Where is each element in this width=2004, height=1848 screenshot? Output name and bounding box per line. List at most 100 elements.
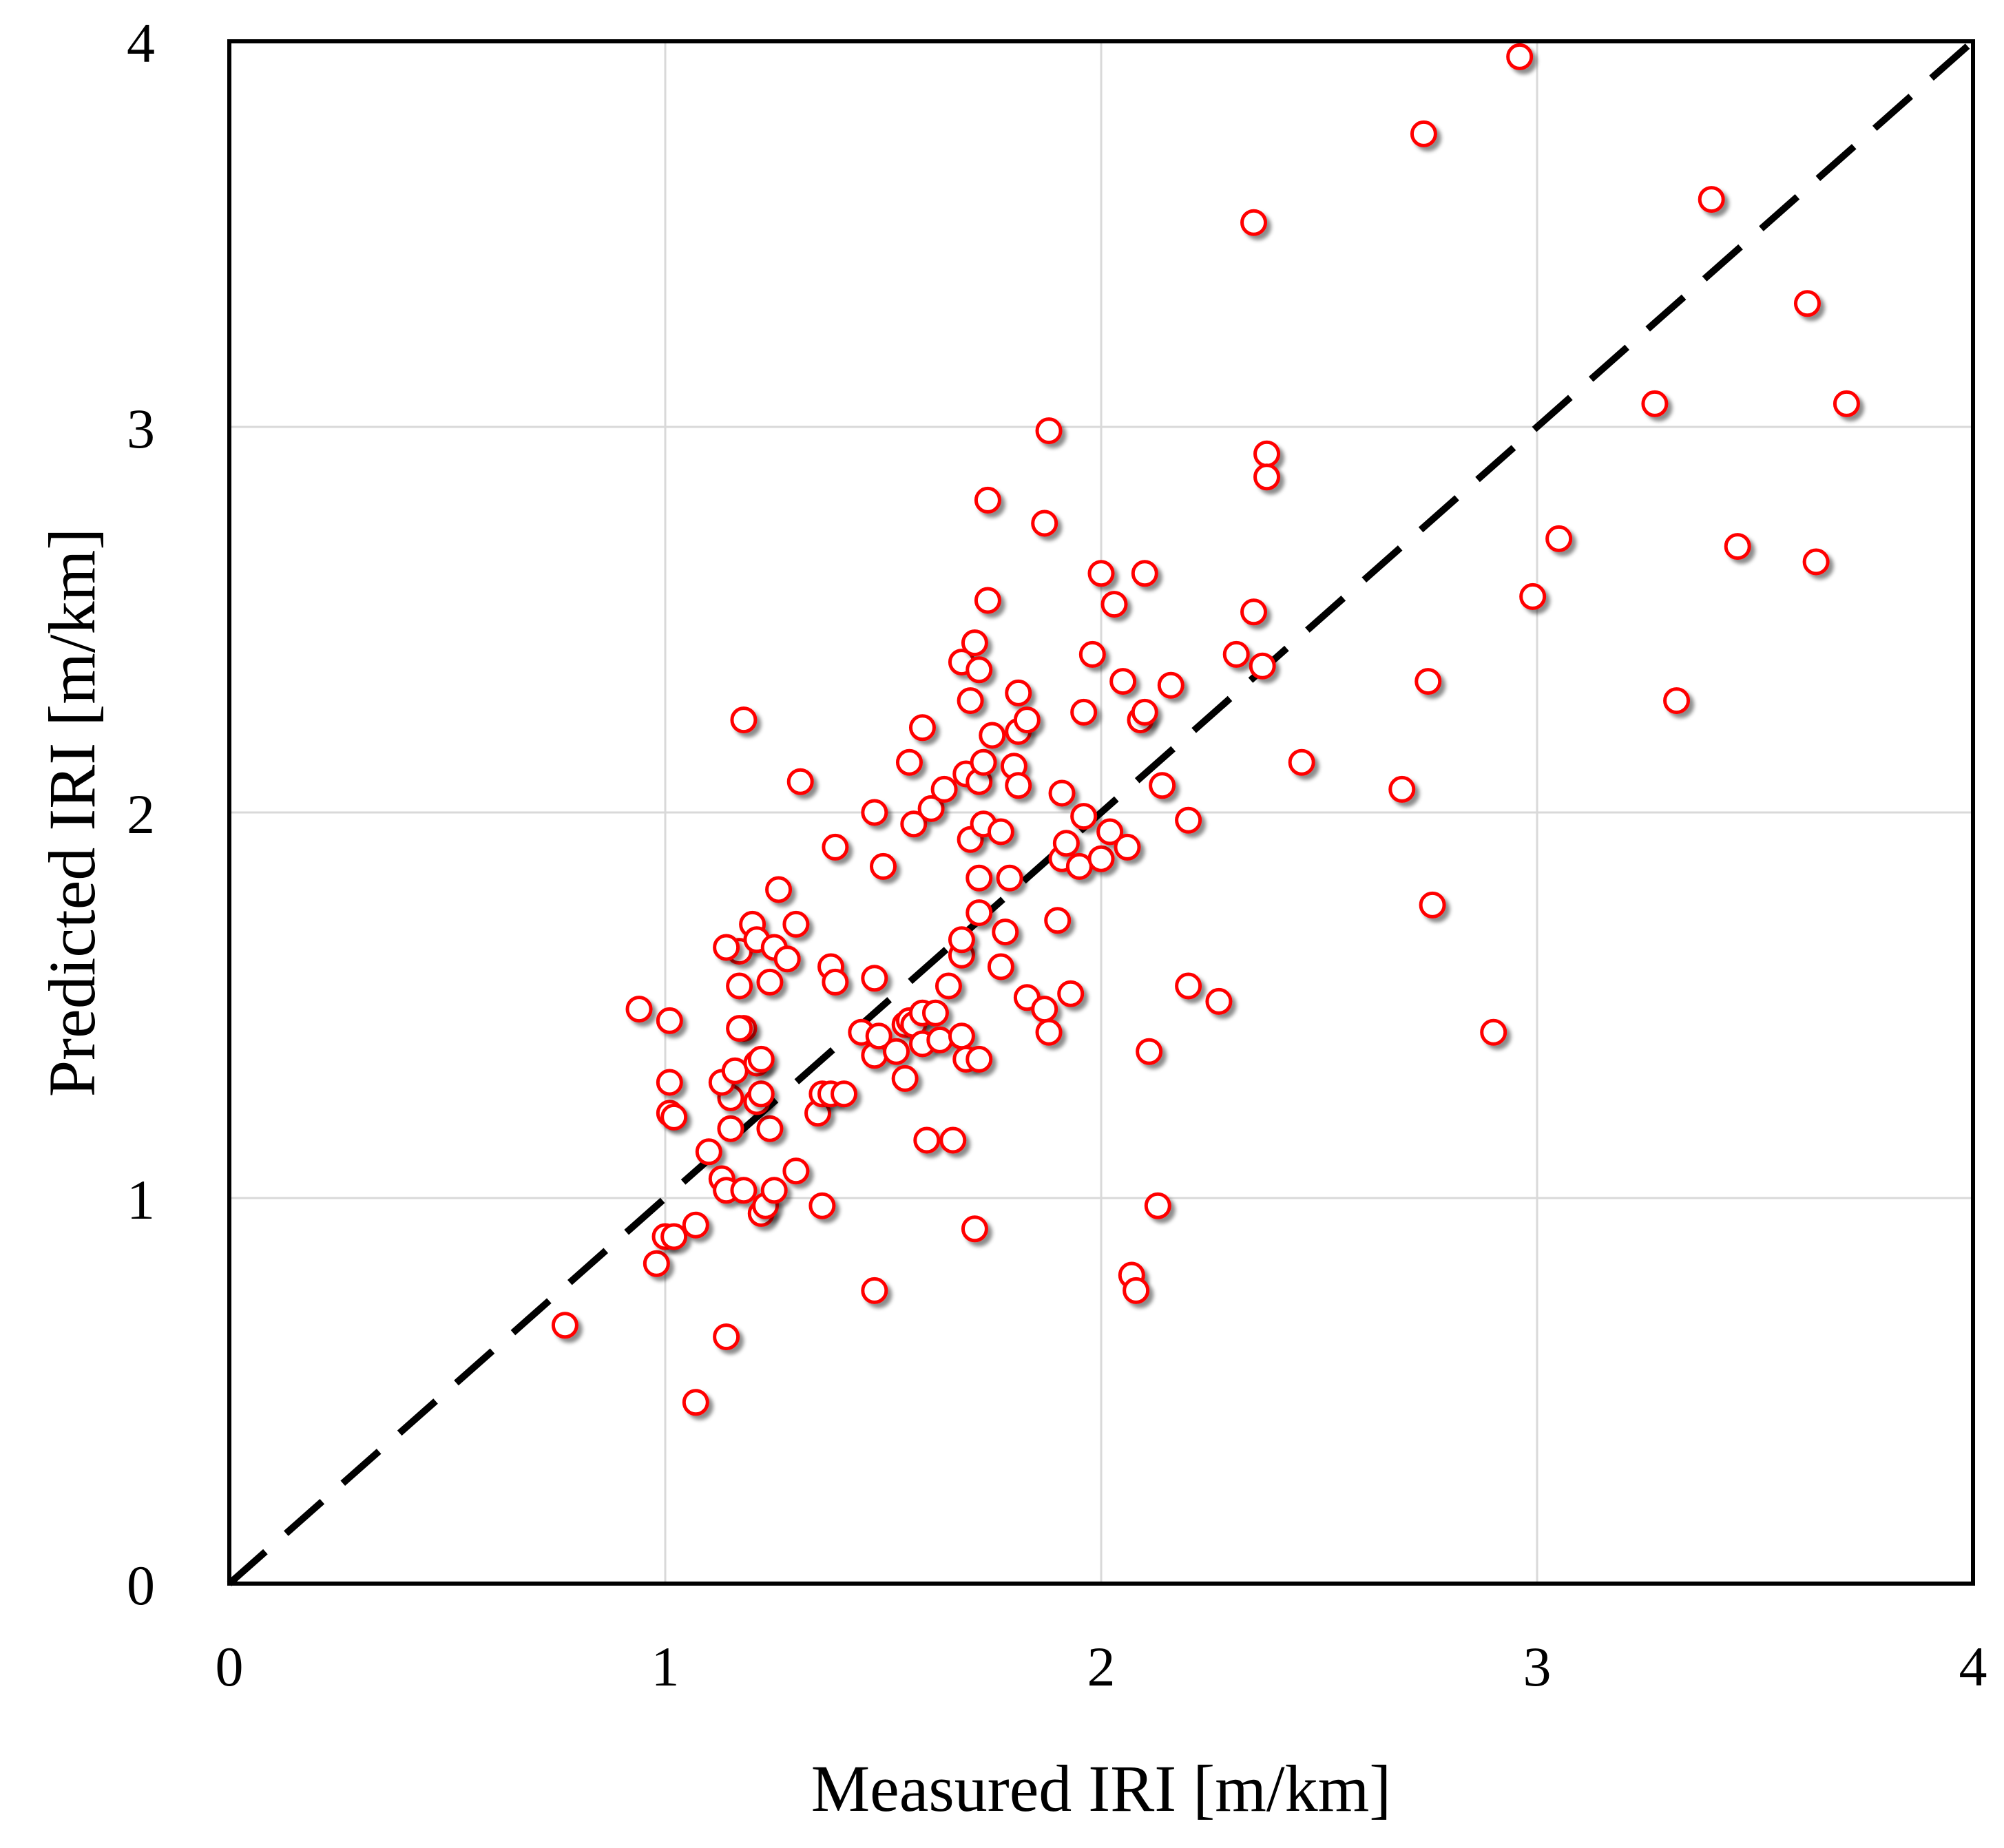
scatter-point	[1005, 679, 1032, 706]
scatter-point	[1415, 668, 1442, 695]
scatter-point	[1388, 775, 1416, 803]
scatter-point	[1249, 652, 1276, 680]
scatter-point	[1288, 748, 1315, 776]
scatter-point	[1131, 560, 1158, 587]
scatter-point	[726, 1015, 753, 1042]
scatter-point	[1519, 582, 1547, 610]
scatter-point	[695, 1138, 722, 1166]
scatter-point	[730, 1177, 758, 1204]
y-tick-label: 4	[127, 12, 155, 74]
scatter-point	[1048, 779, 1076, 807]
y-tick-label: 1	[127, 1168, 155, 1231]
scatter-point	[1144, 1192, 1171, 1219]
scatter-point	[1793, 290, 1821, 317]
scatter-point	[926, 1026, 954, 1053]
data-points	[551, 43, 1860, 1416]
scatter-point	[1175, 972, 1202, 1000]
scatter-point	[1253, 440, 1281, 468]
scatter-point	[996, 864, 1023, 892]
y-axis-title: Predicted IRI [m/km]	[35, 528, 109, 1097]
scatter-point	[782, 910, 810, 938]
plot-area-border	[227, 39, 1975, 1586]
scatter-point	[1031, 510, 1058, 537]
scatter-point	[966, 899, 993, 927]
scatter-point	[1109, 668, 1137, 695]
scatter-point	[961, 1215, 988, 1243]
scatter-point	[1114, 833, 1141, 861]
scatter-point	[1175, 806, 1202, 834]
scatter-point	[861, 965, 888, 992]
scatter-point	[1506, 43, 1534, 70]
scatter-point	[1240, 209, 1268, 236]
scatter-point	[1253, 463, 1281, 491]
scatter-point	[987, 953, 1014, 980]
scatter-point	[786, 768, 814, 795]
scatter-point	[992, 918, 1019, 946]
scatter-point	[957, 687, 984, 715]
scatter-point	[756, 1115, 784, 1142]
scatter-point	[656, 1007, 683, 1034]
x-tick-label: 2	[1087, 1635, 1116, 1698]
scatter-point	[1222, 640, 1250, 668]
scatter-point	[822, 833, 849, 861]
scatter-point	[882, 1038, 910, 1065]
scatter-point	[1078, 640, 1106, 668]
scatter-point	[1833, 390, 1860, 417]
scatter-point	[1157, 671, 1184, 699]
scatter-point	[921, 999, 949, 1027]
scatter-point	[930, 775, 958, 803]
scatter-point	[1641, 390, 1669, 417]
scatter-point	[643, 1250, 670, 1277]
scatter-point	[747, 1080, 775, 1108]
x-tick-label: 4	[1959, 1635, 1987, 1698]
scatter-point	[966, 864, 993, 892]
scatter-point	[966, 1045, 993, 1073]
scatter-point	[974, 587, 1001, 614]
scatter-point	[939, 1126, 967, 1154]
scatter-point	[682, 1211, 709, 1239]
scatter-point	[1035, 417, 1063, 445]
scatter-point	[891, 1064, 919, 1092]
scatter-point	[1057, 980, 1085, 1007]
scatter-point	[1663, 687, 1691, 715]
scatter-point	[1205, 987, 1233, 1015]
scatter-point	[1410, 120, 1437, 147]
scatter-point	[1131, 698, 1158, 726]
scatter-point	[865, 1022, 893, 1050]
scatter-point	[730, 706, 758, 734]
scatter-point	[760, 1177, 788, 1204]
scatter-point	[895, 748, 923, 776]
scatter-point	[1031, 996, 1058, 1023]
scatter-point	[660, 1223, 688, 1250]
scatter-point	[713, 934, 740, 961]
scatter-point	[913, 1126, 941, 1154]
scatter-point	[974, 486, 1001, 514]
scatter-point	[1070, 698, 1098, 726]
scatter-point	[1240, 598, 1268, 626]
scatter-point	[1545, 525, 1573, 552]
x-tick-label: 0	[216, 1635, 244, 1698]
scatter-point	[987, 818, 1014, 846]
x-axis-ticks: 0 1 2 3 4	[216, 1635, 1987, 1698]
scatter-point	[1698, 186, 1725, 213]
scatter-point	[625, 996, 653, 1023]
scatter-point	[782, 1157, 810, 1185]
scatter-point	[861, 1277, 888, 1304]
scatter-point	[861, 799, 888, 826]
scatter-point	[1087, 560, 1115, 587]
scatter-point	[870, 852, 897, 880]
scatter-point	[948, 1022, 975, 1050]
scatter-point	[966, 656, 993, 684]
scatter-point	[1013, 706, 1041, 734]
scatter-point	[1070, 803, 1098, 830]
scatter-point	[1100, 591, 1128, 618]
y-tick-label: 3	[127, 397, 155, 460]
reference-line	[227, 39, 1976, 1586]
scatter-point	[656, 1069, 683, 1096]
scatter-point	[1065, 852, 1093, 880]
scatter-point	[1480, 1018, 1507, 1046]
scatter-point	[747, 1045, 775, 1073]
scatter-point	[1419, 891, 1446, 918]
y-tick-label: 2	[127, 783, 155, 846]
